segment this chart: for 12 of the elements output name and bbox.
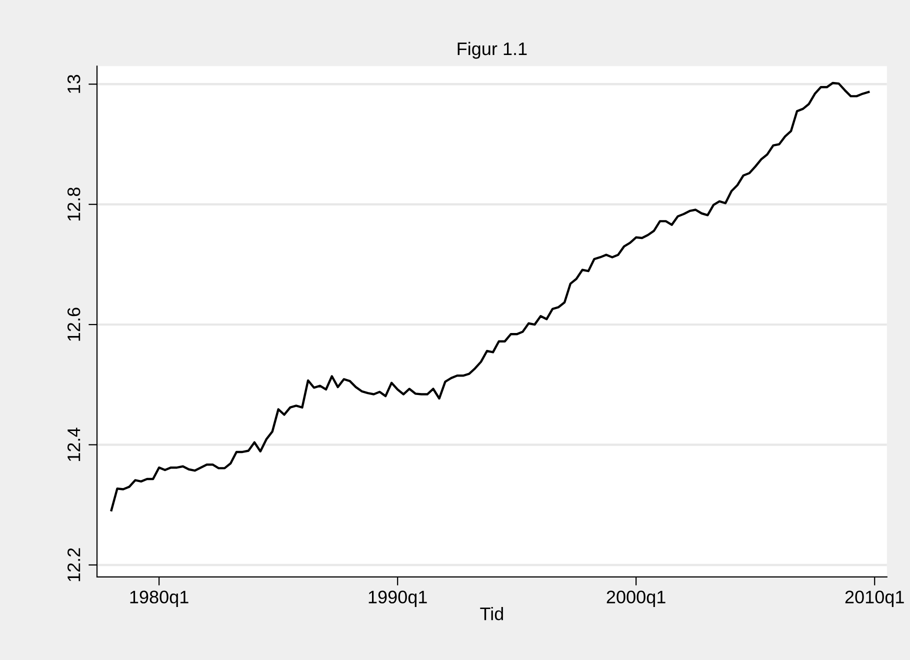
y-tick-label: 12.2 — [67, 548, 80, 582]
x-tick-label: 2000q1 — [606, 590, 666, 607]
x-axis-title: Tid — [480, 607, 503, 620]
y-tick-label: 12.8 — [67, 188, 80, 221]
chart-title: Figur 1.1 — [458, 42, 527, 59]
y-tick-label: 12.4 — [67, 428, 80, 461]
x-tick-label: 1980q1 — [130, 590, 188, 607]
x-tick-label: 1990q1 — [368, 590, 427, 607]
x-tick-label: 2010q1 — [845, 590, 904, 607]
y-tick-label: 12.6 — [67, 308, 80, 341]
line-series — [110, 82, 870, 512]
y-tick-label: 13 — [67, 74, 80, 93]
